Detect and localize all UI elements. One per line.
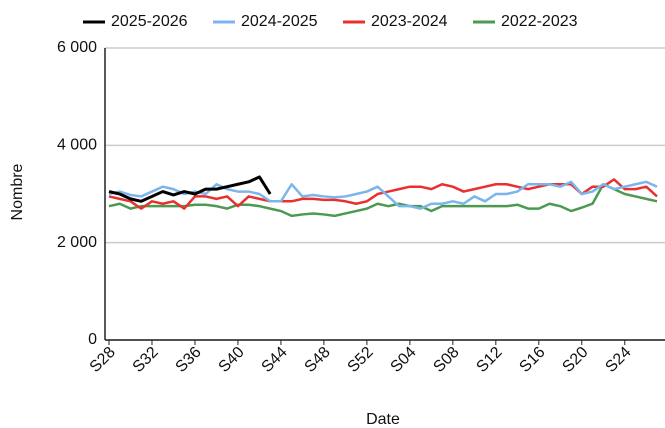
x-tick-label: S28 — [87, 344, 119, 376]
x-tick-label: S20 — [559, 344, 591, 376]
x-tick-label: S16 — [516, 344, 548, 376]
x-tick-label: S24 — [602, 344, 634, 376]
legend-item: 2022-2023 — [473, 13, 578, 30]
x-tick-label: S44 — [259, 344, 291, 376]
legend-label: 2023-2024 — [371, 13, 448, 30]
y-tick-label: 4 000 — [57, 137, 97, 154]
x-tick-label: S48 — [302, 344, 334, 376]
legend-item: 2025-2026 — [83, 13, 188, 30]
x-axis-label: Date — [366, 411, 400, 428]
series-line — [108, 175, 272, 203]
series-line — [108, 183, 658, 218]
legend-item: 2024-2025 — [213, 13, 318, 30]
x-tick-label: S40 — [216, 344, 248, 376]
legend-label: 2022-2023 — [501, 13, 578, 30]
x-tick-label: S36 — [173, 344, 205, 376]
x-tick-label: S32 — [130, 344, 162, 376]
legend-label: 2024-2025 — [241, 13, 318, 30]
legend-item: 2023-2024 — [343, 13, 448, 30]
y-tick-label: 2 000 — [57, 234, 97, 251]
legend-label: 2025-2026 — [111, 13, 188, 30]
y-tick-label: 0 — [88, 331, 97, 348]
y-axis-label: Nombre — [9, 163, 26, 220]
y-tick-label: 6 000 — [57, 39, 97, 56]
x-tick-label: S04 — [388, 344, 420, 376]
x-tick-label: S12 — [473, 344, 505, 376]
x-tick-label: S08 — [431, 344, 463, 376]
x-tick-label: S52 — [345, 344, 377, 376]
